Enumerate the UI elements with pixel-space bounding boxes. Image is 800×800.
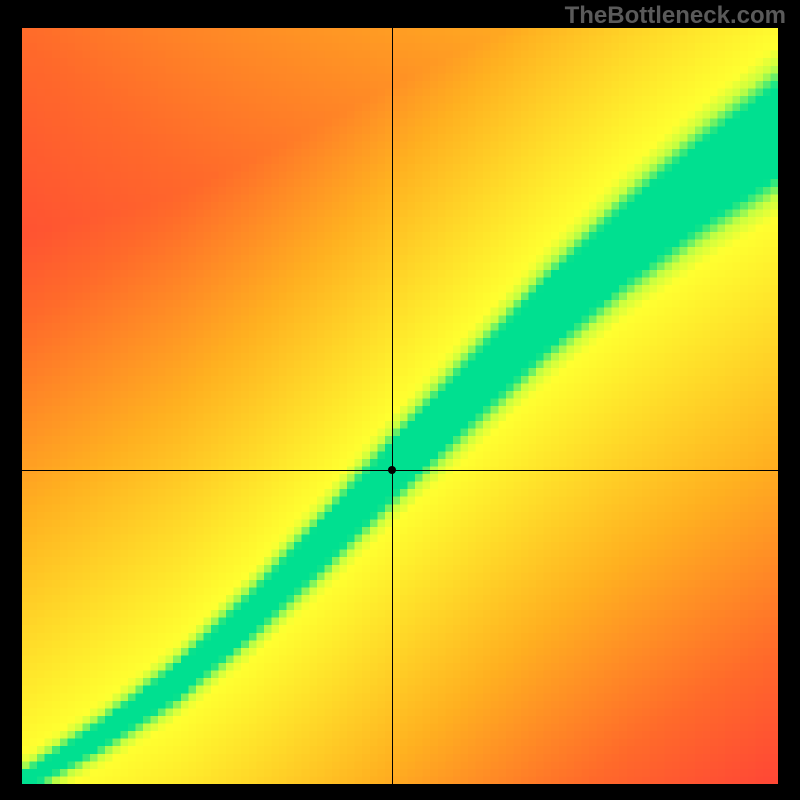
- watermark-text: TheBottleneck.com: [565, 2, 786, 30]
- chart-container: TheBottleneck.com: [0, 0, 800, 800]
- bottleneck-heatmap: [22, 28, 778, 784]
- crosshair-vertical: [392, 28, 393, 784]
- crosshair-horizontal: [22, 470, 778, 471]
